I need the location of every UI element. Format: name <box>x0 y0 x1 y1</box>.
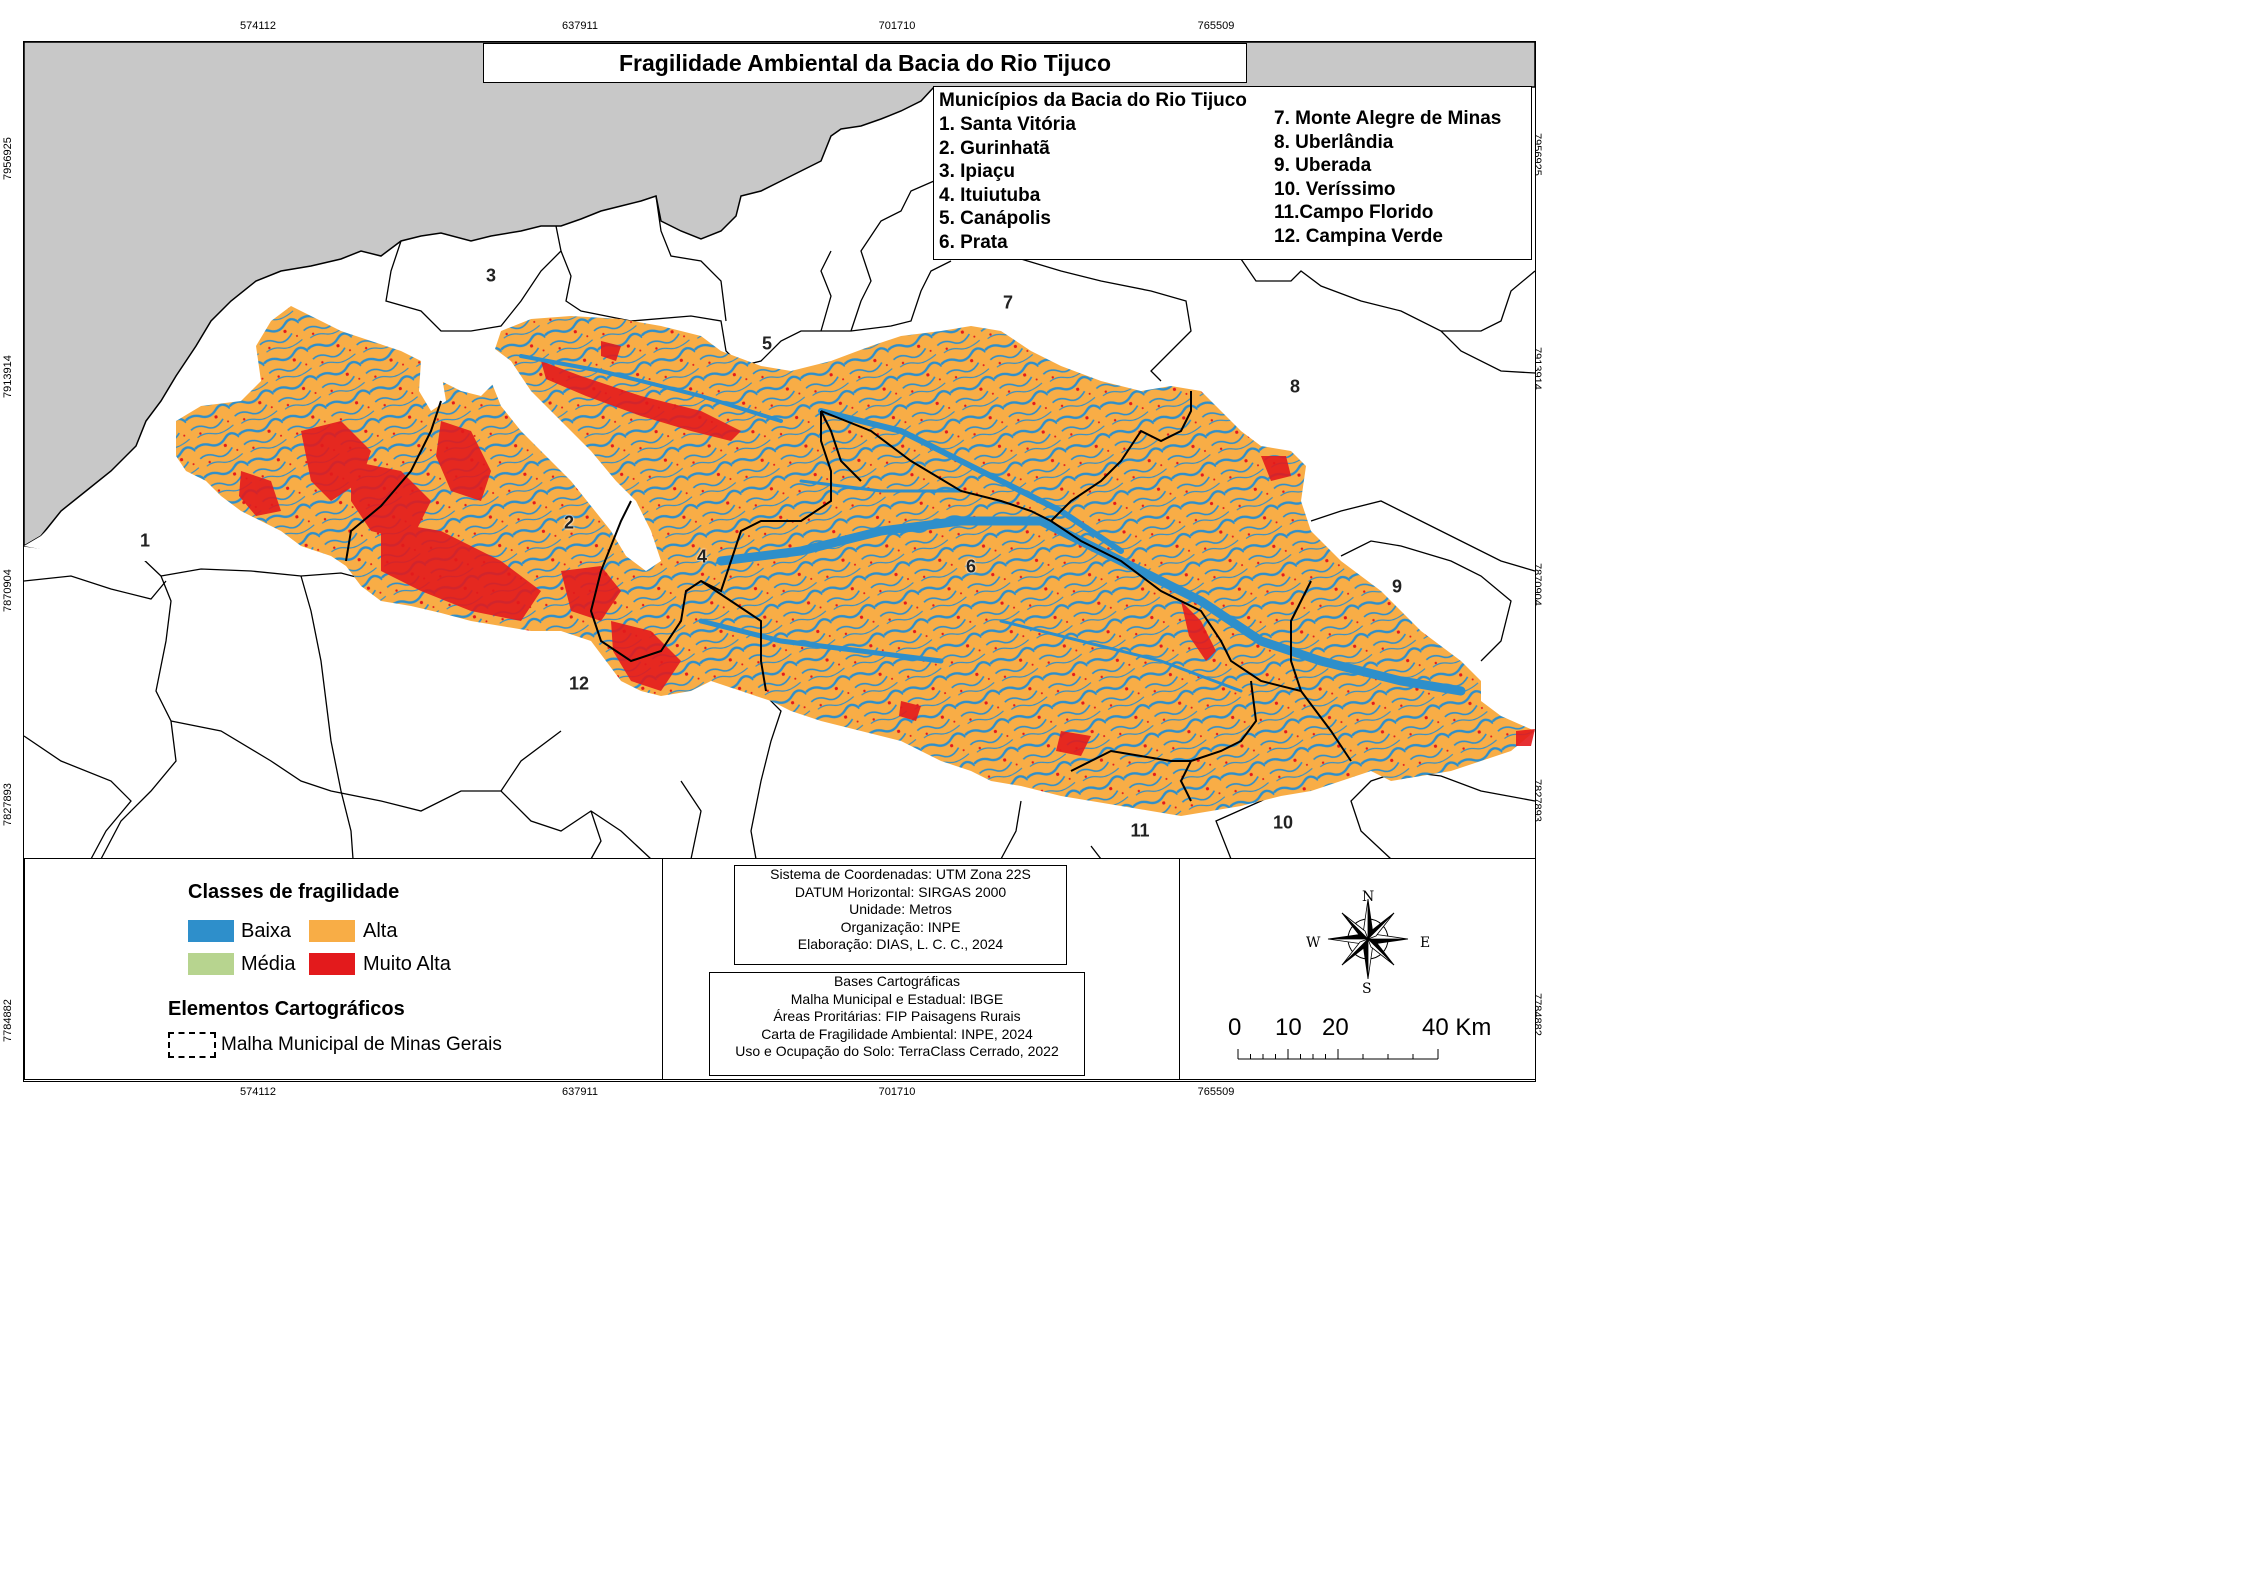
info-line: Áreas Proritárias: FIP Paisagens Rurais <box>773 1008 1021 1024</box>
info-line: Unidade: Metros <box>849 901 952 917</box>
legend-swatch-muito-alta <box>309 953 355 975</box>
x-coord-top-4: 765509 <box>1197 20 1235 32</box>
sources-box: Bases Cartográficas Malha Municipal e Es… <box>709 972 1085 1076</box>
y-coord-left-4: 7827893 <box>2 783 14 826</box>
scale-label-40: 40 Km <box>1422 1014 1492 1041</box>
map-label-9: 9 <box>1391 576 1403 597</box>
y-coord-left-1: 7956925 <box>2 137 14 180</box>
info-line: Organização: INPE <box>840 918 961 935</box>
municipality-item: 6. Prata <box>939 231 1008 253</box>
x-coord-bottom-3: 701710 <box>878 1086 916 1098</box>
fragility-map <box>24 42 1535 860</box>
map-label-8: 8 <box>1289 376 1301 397</box>
municipality-item: 3. Ipiaçu <box>939 161 1016 182</box>
municipality-item: 2. Gurinhatã <box>939 137 1050 159</box>
outside-state-area <box>24 42 1535 547</box>
legend-swatch-media <box>188 953 234 975</box>
x-coord-bottom-1: 574112 <box>240 1086 276 1098</box>
map-title: Fragilidade Ambiental da Bacia do Rio Ti… <box>483 43 1247 83</box>
x-coord-bottom-2: 637911 <box>562 1086 598 1098</box>
tijuco-basin-raster <box>176 306 1535 816</box>
north-arrow-icon <box>1327 898 1409 980</box>
municipalities-column-1: 1. Santa Vitória 2. Gurinhatã 3. Ipiaçu … <box>939 113 1076 254</box>
compass-east: E <box>1420 935 1431 951</box>
map-label-2: 2 <box>563 512 575 533</box>
info-panel: Sistema de Coordenadas: UTM Zona 22S DAT… <box>662 858 1180 1080</box>
municipalities-list: Municípios da Bacia do Rio Tijuco 1. San… <box>933 86 1532 260</box>
x-coord-top-3: 701710 <box>878 20 916 32</box>
legend-swatch-alta <box>309 920 355 942</box>
legend-boundary-swatch <box>168 1032 216 1058</box>
municipality-item: 10. Veríssimo <box>1274 178 1396 200</box>
legend-label-muito-alta: Muito Alta <box>363 953 451 975</box>
legend-label-baixa: Baixa <box>241 920 292 942</box>
compass-north: N <box>1362 889 1375 905</box>
map-label-1: 1 <box>139 530 151 551</box>
y-coord-left-3: 7870904 <box>2 569 14 612</box>
legend-boundary-label: Malha Municipal de Minas Gerais <box>221 1034 502 1055</box>
y-coord-left-2: 7913914 <box>2 355 14 398</box>
map-label-4: 4 <box>696 546 708 567</box>
info-line: Carta de Fragilidade Ambiental: INPE, 20… <box>761 1025 1033 1042</box>
info-line: Malha Municipal e Estadual: IBGE <box>790 990 1004 1007</box>
compass-west: W <box>1306 935 1321 951</box>
municipality-item: 11.Campo Florido <box>1274 202 1434 223</box>
legend-label-alta: Alta <box>363 920 398 942</box>
map-label-5: 5 <box>761 333 773 354</box>
x-coord-top-2: 637911 <box>562 20 598 32</box>
scale-label-10: 10 <box>1275 1014 1302 1041</box>
map-label-7: 7 <box>1002 292 1014 313</box>
municipality-item: 8. Uberlândia <box>1274 131 1394 153</box>
x-coord-bottom-4: 765509 <box>1197 1086 1235 1098</box>
legend-panel: Classes de fragilidade Baixa Alta Média … <box>24 858 663 1080</box>
municipality-item: 4. Ituiutuba <box>939 184 1041 206</box>
info-line: Elaboração: DIAS, L. C. C., 2024 <box>797 936 1004 952</box>
legend-swatch-baixa <box>188 920 234 942</box>
municipality-item: 1. Santa Vitória <box>939 114 1076 135</box>
compass-panel: N S E W 0 10 20 40 Km <box>1179 858 1536 1080</box>
map-label-12: 12 <box>568 673 590 694</box>
legend-label-media: Média <box>241 953 296 975</box>
basin-municipal-dividers <box>345 391 1352 802</box>
info-line: Bases Cartográficas <box>833 973 961 989</box>
map-label-6: 6 <box>965 556 977 577</box>
scale-label-0: 0 <box>1228 1014 1242 1041</box>
compass-south: S <box>1362 981 1372 997</box>
municipalities-header: Municípios da Bacia do Rio Tijuco <box>939 90 1247 111</box>
municipality-item: 5. Canápolis <box>939 208 1051 229</box>
info-line: Uso e Ocupação do Solo: TerraClass Cerra… <box>735 1043 1059 1059</box>
x-coord-top-1: 574112 <box>240 20 276 32</box>
scale-label-20: 20 <box>1322 1014 1349 1041</box>
legend-elements-title: Elementos Cartográficos <box>168 998 405 1020</box>
municipality-item: 9. Uberada <box>1274 155 1372 176</box>
info-line: DATUM Horizontal: SIRGAS 2000 <box>794 883 1007 900</box>
municipality-item: 12. Campina Verde <box>1274 225 1443 247</box>
scale-bar <box>1237 1049 1439 1060</box>
municipality-item: 7. Monte Alegre de Minas <box>1274 108 1502 129</box>
map-label-11: 11 <box>1130 820 1150 841</box>
legend-classes-title: Classes de fragilidade <box>188 881 400 903</box>
municipal-boundaries <box>24 180 1535 860</box>
coordinate-system-box: Sistema de Coordenadas: UTM Zona 22S DAT… <box>734 865 1067 965</box>
municipalities-column-2: 7. Monte Alegre de Minas 8. Uberlândia 9… <box>1274 107 1501 248</box>
y-coord-left-5: 7784882 <box>2 999 14 1042</box>
map-label-3: 3 <box>485 265 497 286</box>
map-label-10: 10 <box>1272 812 1294 833</box>
info-line: Sistema de Coordenadas: UTM Zona 22S <box>770 866 1031 882</box>
